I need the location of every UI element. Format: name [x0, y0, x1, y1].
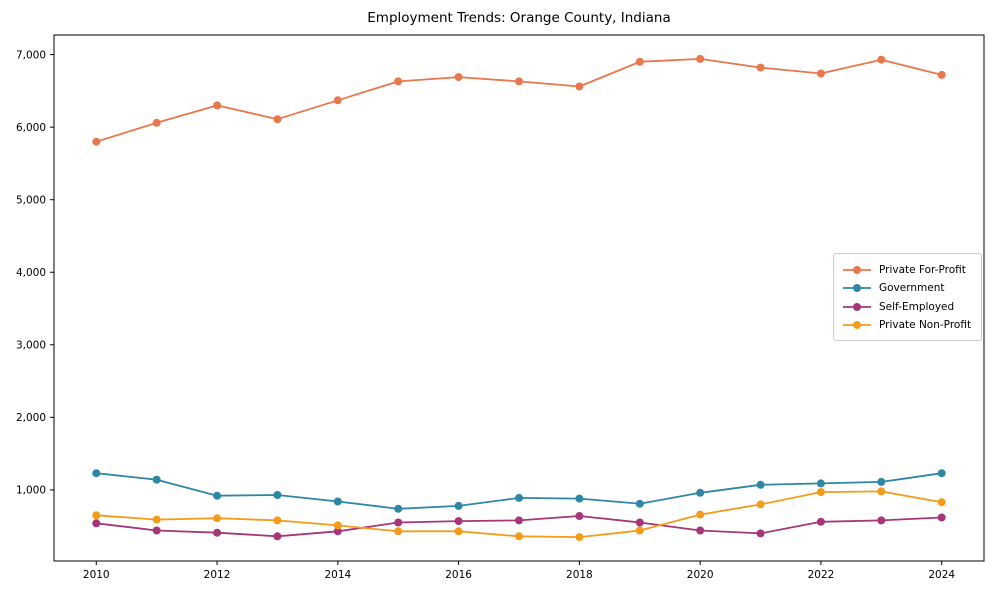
legend-item-private-for-profit: Private For-Profit — [842, 261, 973, 279]
legend-swatch-icon — [843, 320, 871, 329]
x-tick-label: 2016 — [445, 569, 472, 581]
x-tick-label: 2018 — [566, 569, 593, 581]
series-marker-private-for-profit — [273, 115, 282, 124]
series-marker-government — [635, 499, 644, 508]
legend-label: Self-Employed — [879, 300, 955, 313]
series-marker-private-for-profit — [394, 77, 403, 86]
series-marker-government — [273, 491, 282, 499]
series-marker-private-non-profit — [877, 487, 886, 496]
series-marker-private-for-profit — [635, 57, 644, 66]
series-marker-government — [696, 488, 705, 497]
legend-swatch-icon — [843, 266, 871, 275]
series-marker-government — [816, 479, 825, 488]
axes-frame — [53, 34, 985, 562]
series-marker-private-non-profit — [394, 527, 403, 536]
series-marker-private-non-profit — [635, 526, 644, 535]
series-marker-private-for-profit — [877, 55, 886, 64]
series-marker-government — [515, 493, 523, 502]
legend-item-government: Government — [842, 279, 973, 297]
series-line-government — [96, 472, 942, 510]
series-marker-government — [454, 501, 463, 510]
y-tick-label: 6,000 — [16, 122, 46, 134]
series-marker-government — [394, 504, 403, 513]
chart-title: Employment Trends: Orange County, Indian… — [367, 10, 671, 26]
x-tick-label: 2024 — [928, 569, 955, 581]
series-marker-self-employed — [515, 516, 523, 525]
series-marker-government — [877, 477, 886, 486]
series-marker-government — [575, 494, 584, 503]
x-tick-label: 2012 — [204, 569, 231, 581]
series-marker-private-for-profit — [92, 137, 101, 146]
y-tick-label: 4,000 — [16, 267, 46, 279]
series-marker-private-non-profit — [515, 532, 523, 541]
series-marker-self-employed — [333, 527, 342, 536]
series-marker-self-employed — [394, 518, 403, 527]
series-marker-private-for-profit — [152, 118, 161, 127]
series-marker-private-non-profit — [575, 533, 584, 542]
series-marker-private-non-profit — [333, 521, 342, 530]
series-marker-private-non-profit — [213, 514, 222, 523]
series-marker-private-for-profit — [696, 54, 705, 63]
series-marker-self-employed — [696, 526, 705, 535]
series-marker-private-for-profit — [575, 82, 584, 91]
series-marker-private-non-profit — [696, 510, 705, 519]
series-marker-self-employed — [152, 526, 161, 535]
series-marker-government — [333, 497, 342, 506]
legend-item-private-non-profit: Private Non-Profit — [842, 316, 973, 334]
series-marker-self-employed — [213, 528, 222, 537]
series-marker-private-non-profit — [756, 500, 765, 509]
legend-label: Private For-Profit — [879, 264, 966, 277]
series-marker-private-non-profit — [273, 516, 282, 525]
series-marker-self-employed — [937, 513, 946, 522]
series-marker-private-non-profit — [937, 498, 946, 507]
legend-item-self-employed: Self-Employed — [842, 298, 973, 316]
legend-label: Government — [879, 282, 945, 295]
y-tick-label: 5,000 — [16, 194, 46, 206]
series-marker-self-employed — [273, 532, 282, 541]
series-marker-private-non-profit — [454, 527, 463, 536]
series-marker-private-non-profit — [816, 488, 825, 497]
series-marker-government — [213, 491, 222, 500]
x-tick-label: 2020 — [687, 569, 714, 581]
legend-swatch-icon — [843, 302, 871, 311]
legend-swatch-icon — [843, 284, 871, 293]
y-tick-label: 2,000 — [16, 412, 46, 424]
series-marker-self-employed — [454, 517, 463, 526]
series-marker-self-employed — [575, 512, 584, 520]
series-marker-government — [937, 469, 946, 478]
series-line-private-for-profit — [96, 58, 942, 143]
legend: Private For-Profit Government Self-Employe… — [833, 253, 982, 341]
series-marker-self-employed — [816, 517, 825, 526]
y-tick-label: 7,000 — [16, 49, 46, 61]
series-marker-private-for-profit — [333, 96, 342, 105]
series-marker-private-for-profit — [454, 73, 463, 82]
series-marker-private-for-profit — [213, 101, 222, 110]
series-marker-self-employed — [877, 516, 886, 525]
series-marker-private-for-profit — [515, 77, 523, 86]
x-tick-label: 2014 — [324, 569, 351, 581]
series-marker-self-employed — [635, 518, 644, 527]
series-marker-private-for-profit — [756, 63, 765, 72]
series-marker-private-non-profit — [152, 515, 161, 524]
series-marker-private-for-profit — [816, 69, 825, 78]
series-marker-private-for-profit — [937, 70, 946, 79]
series-marker-government — [92, 469, 101, 478]
y-tick-label: 1,000 — [16, 485, 46, 497]
series-marker-self-employed — [92, 519, 101, 528]
x-tick-label: 2022 — [808, 569, 835, 581]
series-marker-private-non-profit — [92, 511, 101, 520]
legend-label: Private Non-Profit — [879, 318, 972, 331]
series-marker-government — [152, 475, 161, 484]
series-marker-self-employed — [756, 529, 765, 538]
x-tick-label: 2010 — [83, 569, 110, 581]
y-tick-label: 3,000 — [16, 340, 46, 352]
series-marker-government — [756, 480, 765, 489]
